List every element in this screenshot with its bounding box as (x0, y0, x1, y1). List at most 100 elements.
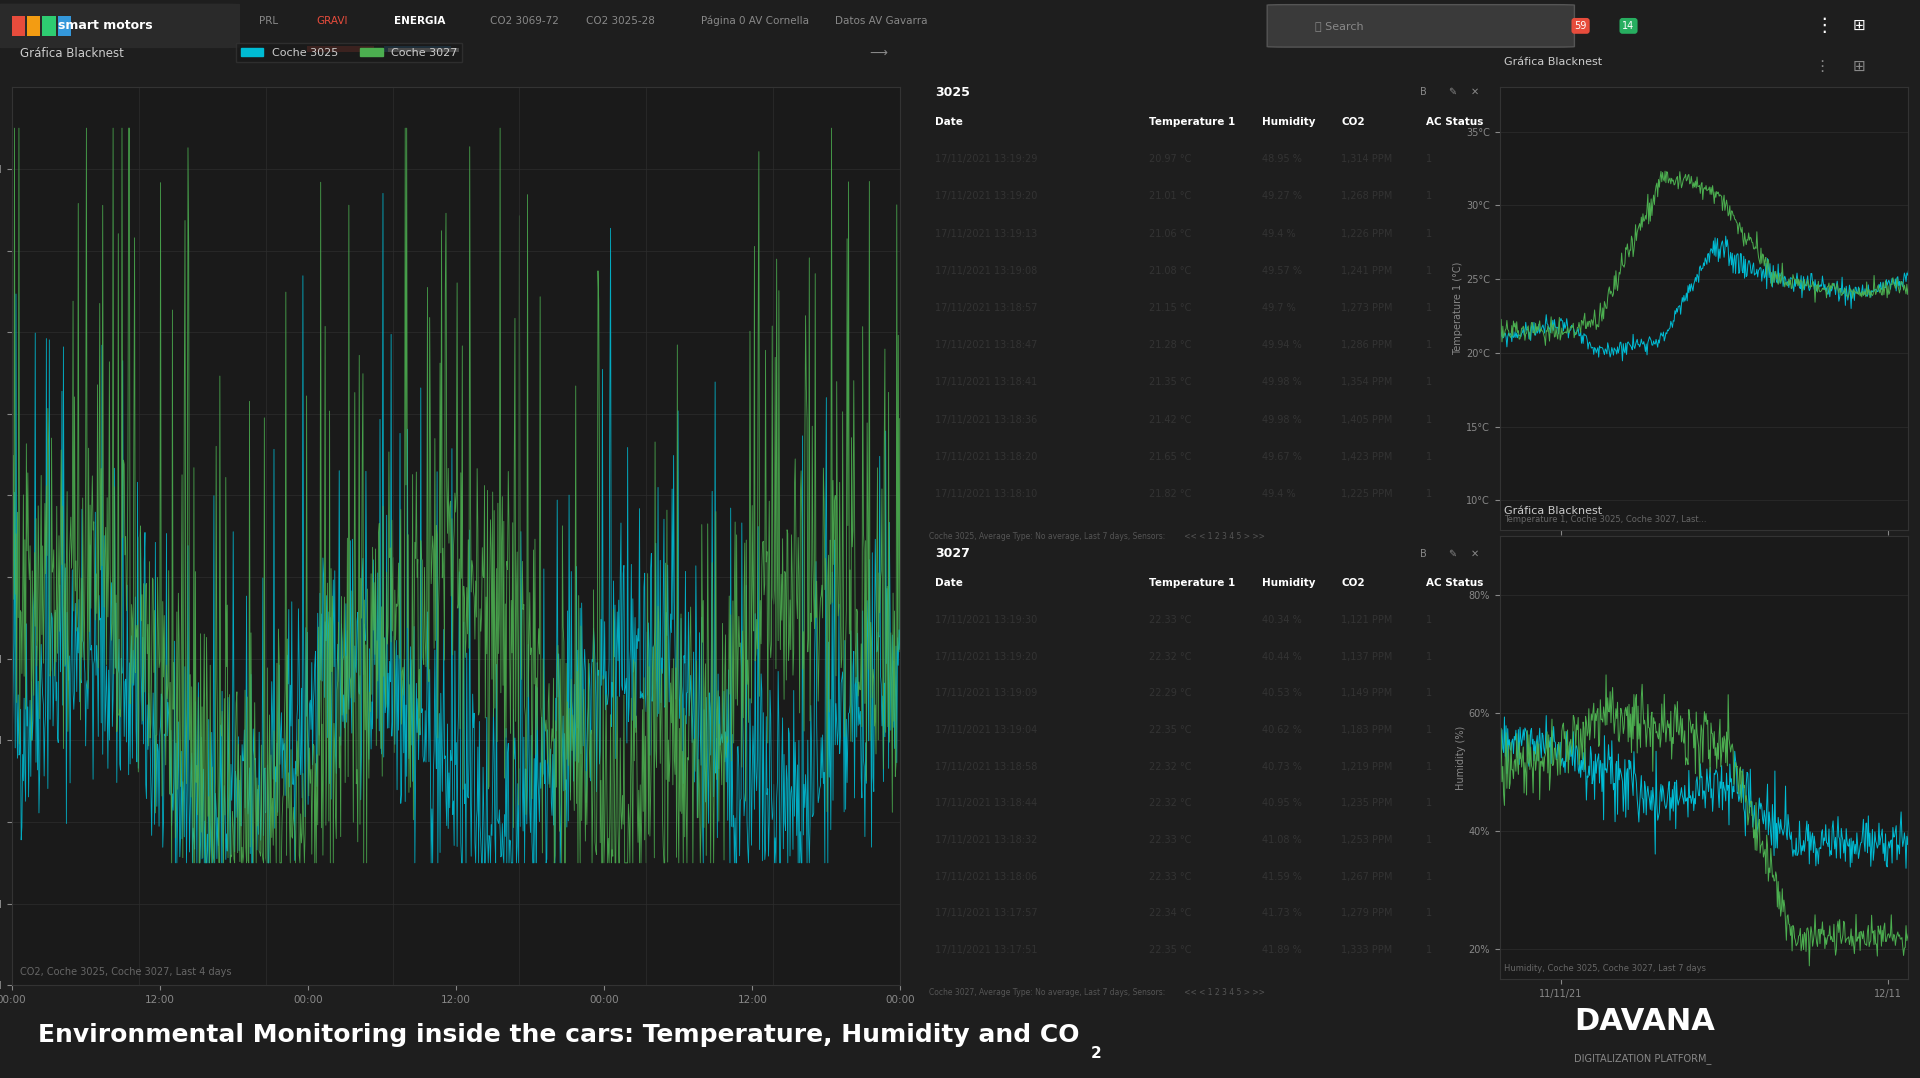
Text: 17/11/2021 13:18:47: 17/11/2021 13:18:47 (935, 341, 1037, 350)
Text: 1,149 PPM: 1,149 PPM (1342, 689, 1392, 699)
Text: AC Status: AC Status (1427, 578, 1484, 589)
Text: 22.33 °C: 22.33 °C (1150, 614, 1192, 625)
Text: ⋮: ⋮ (1814, 16, 1834, 36)
Y-axis label: Humidity (%): Humidity (%) (1455, 725, 1465, 790)
Text: 17/11/2021 13:19:29: 17/11/2021 13:19:29 (935, 154, 1037, 164)
Y-axis label: Temperature 1 (°C): Temperature 1 (°C) (1453, 262, 1463, 356)
Bar (58, 15, 71, 37)
Text: 1,268 PPM: 1,268 PPM (1342, 192, 1392, 202)
Text: 17/11/2021 13:19:08: 17/11/2021 13:19:08 (935, 266, 1037, 276)
Text: 17/11/2021 13:17:51: 17/11/2021 13:17:51 (935, 945, 1037, 955)
Text: 1,253 PPM: 1,253 PPM (1342, 835, 1392, 845)
Text: DAVANA: DAVANA (1574, 1008, 1715, 1036)
Text: 1,423 PPM: 1,423 PPM (1342, 452, 1392, 462)
Text: ✎: ✎ (1448, 87, 1457, 97)
Legend: Coche 3025, Coche 3027: Coche 3025, Coche 3027 (236, 43, 463, 63)
Text: 40.62 %: 40.62 % (1261, 725, 1302, 735)
Text: DIGITALIZATION PLATFORM_: DIGITALIZATION PLATFORM_ (1574, 1053, 1713, 1064)
Text: Humidity: Humidity (1261, 578, 1315, 589)
Text: 17/11/2021 13:18:32: 17/11/2021 13:18:32 (935, 835, 1037, 845)
Text: 49.4 %: 49.4 % (1261, 489, 1296, 499)
Text: 1: 1 (1427, 689, 1432, 699)
Bar (12, 15, 25, 37)
Text: 1: 1 (1427, 614, 1432, 625)
Text: 1,241 PPM: 1,241 PPM (1342, 266, 1392, 276)
Text: 1: 1 (1427, 377, 1432, 387)
Text: Temperature 1: Temperature 1 (1150, 116, 1236, 127)
Text: 21.15 °C: 21.15 °C (1150, 303, 1192, 313)
Text: Date: Date (935, 578, 962, 589)
Text: CO2: CO2 (1342, 578, 1365, 589)
Text: 21.82 °C: 21.82 °C (1150, 489, 1192, 499)
Text: 17/11/2021 13:18:06: 17/11/2021 13:18:06 (935, 872, 1037, 882)
Text: 17/11/2021 13:19:20: 17/11/2021 13:19:20 (935, 192, 1037, 202)
Text: 49.7 %: 49.7 % (1261, 303, 1296, 313)
Text: 49.98 %: 49.98 % (1261, 377, 1302, 387)
Text: 17/11/2021 13:19:20: 17/11/2021 13:19:20 (935, 651, 1037, 662)
Text: 1: 1 (1427, 452, 1432, 462)
Bar (691, 45, 758, 52)
Text: 17/11/2021 13:19:09: 17/11/2021 13:19:09 (935, 689, 1037, 699)
Text: 1,405 PPM: 1,405 PPM (1342, 415, 1392, 425)
Text: 17/11/2021 13:18:36: 17/11/2021 13:18:36 (935, 415, 1037, 425)
Text: 17/11/2021 13:19:13: 17/11/2021 13:19:13 (935, 229, 1037, 238)
Text: 22.33 °C: 22.33 °C (1150, 835, 1192, 845)
Text: 1: 1 (1427, 909, 1432, 918)
Text: 40.73 %: 40.73 % (1261, 762, 1302, 772)
Text: 49.98 %: 49.98 % (1261, 415, 1302, 425)
Text: 49.27 %: 49.27 % (1261, 192, 1302, 202)
Text: 41.59 %: 41.59 % (1261, 872, 1302, 882)
Bar (576, 45, 643, 52)
Text: 3025: 3025 (935, 85, 970, 98)
Text: Humidity: Humidity (1261, 116, 1315, 127)
Text: ⋮: ⋮ (1814, 59, 1830, 73)
Text: 1: 1 (1427, 799, 1432, 808)
Bar (384, 45, 451, 52)
Text: PRL: PRL (259, 16, 278, 26)
Bar (307, 45, 374, 52)
Text: 49.94 %: 49.94 % (1261, 341, 1302, 350)
Text: Gráfica Blacknest: Gráfica Blacknest (1503, 57, 1601, 67)
Text: 1,354 PPM: 1,354 PPM (1342, 377, 1392, 387)
Text: 22.35 °C: 22.35 °C (1150, 945, 1192, 955)
Text: Coche 3027, Average Type: No average, Last 7 days, Sensors:        << < 1 2 3 4 : Coche 3027, Average Type: No average, La… (929, 987, 1265, 997)
Text: 14: 14 (1622, 20, 1634, 31)
Text: 1,183 PPM: 1,183 PPM (1342, 725, 1392, 735)
Text: 1: 1 (1427, 945, 1432, 955)
Text: 17/11/2021 13:18:57: 17/11/2021 13:18:57 (935, 303, 1037, 313)
Text: 1,137 PPM: 1,137 PPM (1342, 651, 1392, 662)
Text: 2: 2 (1091, 1047, 1102, 1062)
Text: 48.95 %: 48.95 % (1261, 154, 1302, 164)
Text: 1,286 PPM: 1,286 PPM (1342, 341, 1392, 350)
Text: 1,267 PPM: 1,267 PPM (1342, 872, 1392, 882)
Text: ✕: ✕ (1471, 549, 1478, 558)
Text: 21.35 °C: 21.35 °C (1150, 377, 1192, 387)
Text: 22.32 °C: 22.32 °C (1150, 762, 1192, 772)
Bar (826, 45, 893, 52)
Text: 1,279 PPM: 1,279 PPM (1342, 909, 1392, 918)
Text: B: B (1421, 87, 1427, 97)
Text: 1: 1 (1427, 725, 1432, 735)
Text: 40.34 %: 40.34 % (1261, 614, 1302, 625)
Bar (388, 47, 459, 52)
Text: 41.73 %: 41.73 % (1261, 909, 1302, 918)
Text: 41.89 %: 41.89 % (1261, 945, 1302, 955)
Text: ⊞: ⊞ (1853, 59, 1866, 73)
Text: 17/11/2021 13:19:04: 17/11/2021 13:19:04 (935, 725, 1037, 735)
Text: 22.32 °C: 22.32 °C (1150, 651, 1192, 662)
Text: B: B (1421, 549, 1427, 558)
Bar (480, 45, 547, 52)
Text: ✕: ✕ (1471, 87, 1478, 97)
Text: 22.35 °C: 22.35 °C (1150, 725, 1192, 735)
Text: 1,226 PPM: 1,226 PPM (1342, 229, 1392, 238)
Text: 49.4 %: 49.4 % (1261, 229, 1296, 238)
Text: 🔍 Search: 🔍 Search (1315, 20, 1363, 31)
Text: CO2, Coche 3025, Coche 3027, Last 4 days: CO2, Coche 3025, Coche 3027, Last 4 days (21, 967, 232, 977)
Text: Página 0 AV Cornella: Página 0 AV Cornella (701, 15, 808, 26)
Text: CO2: CO2 (1342, 116, 1365, 127)
Text: 17/11/2021 13:18:10: 17/11/2021 13:18:10 (935, 489, 1037, 499)
Text: 21.28 °C: 21.28 °C (1150, 341, 1192, 350)
Text: 40.95 %: 40.95 % (1261, 799, 1302, 808)
Text: 1: 1 (1427, 415, 1432, 425)
Text: Gráfica Blacknest: Gráfica Blacknest (1503, 507, 1601, 516)
